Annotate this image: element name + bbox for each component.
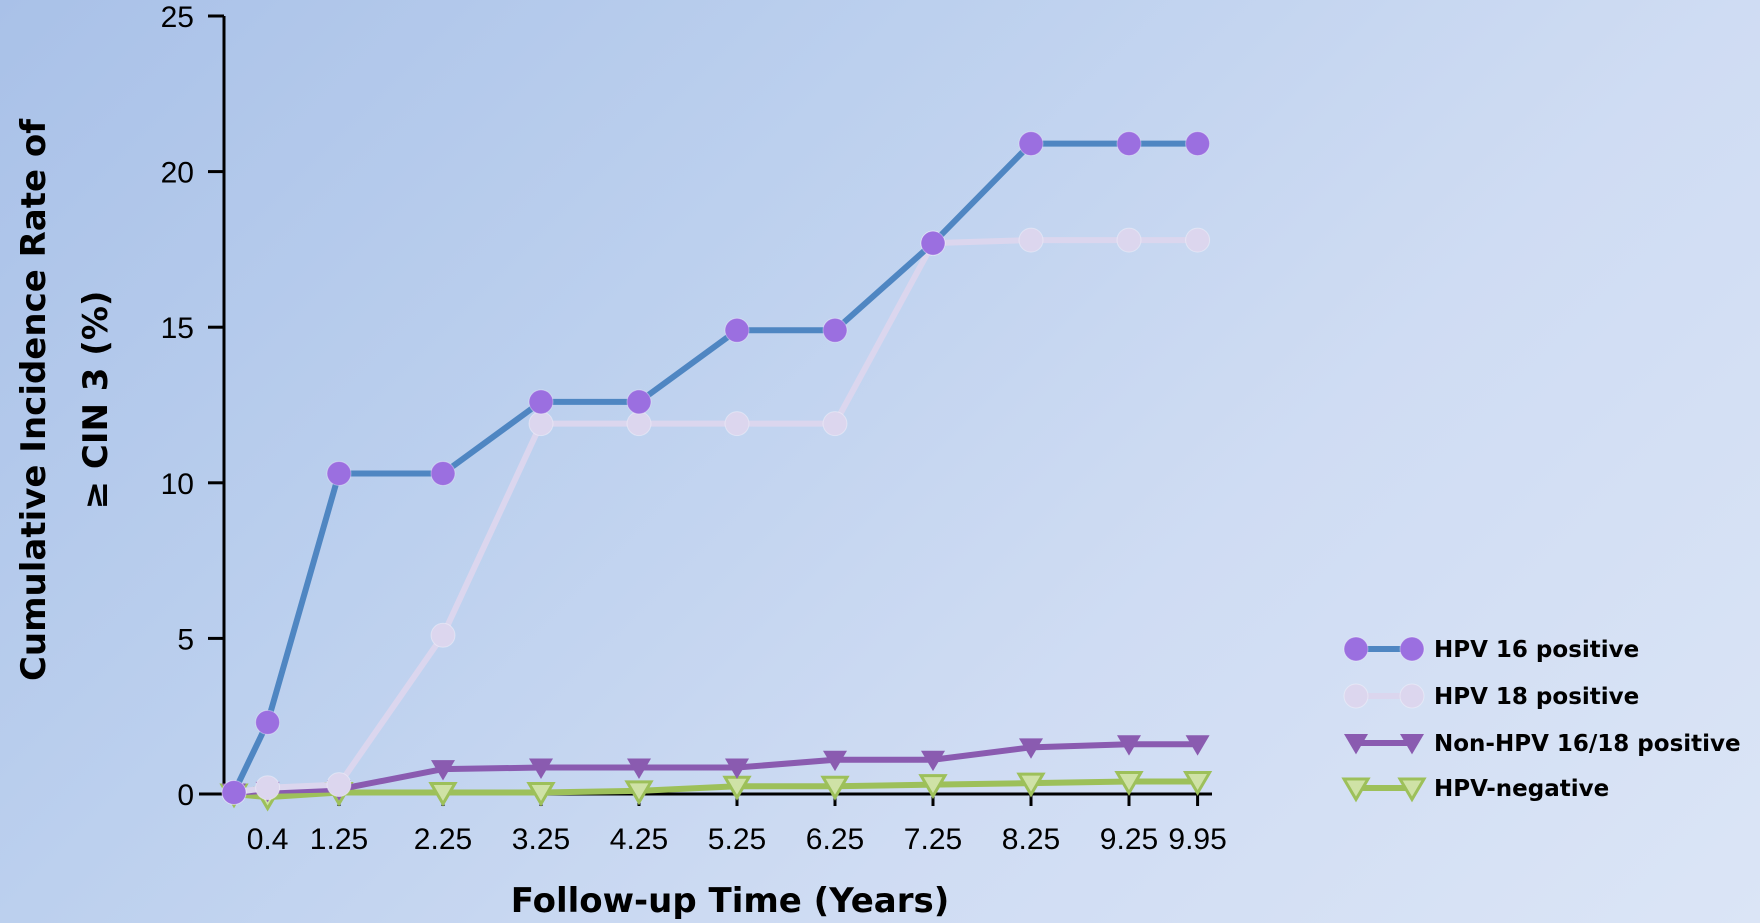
x-ticks: 0.4 1.25 2.25 3.25 4.25 5.25 6.25 7.25 8.25 9.25 9… (247, 794, 1227, 856)
data-point (1018, 227, 1044, 253)
x-axis-title: Follow-up Time (Years) (511, 881, 950, 921)
data-point (1117, 735, 1141, 756)
x-axis: 0.4 1.25 2.25 3.25 4.25 5.25 6.25 7.25 8.25 9.25 9… (199, 792, 1227, 856)
data-point (918, 774, 948, 800)
data-point (430, 622, 456, 648)
data-point (529, 758, 553, 779)
legend: HPV 16 positive HPV 18 positive Non-HPV 16… (1341, 636, 1741, 803)
data-point (1019, 738, 1043, 759)
series-layer (219, 131, 1213, 812)
x-tick-label: 5.25 (708, 823, 766, 856)
legend-marker (1343, 636, 1369, 662)
data-point (1116, 227, 1142, 253)
data-point (626, 389, 652, 415)
data-point (431, 760, 455, 781)
x-tick-label: 9.25 (1100, 823, 1158, 856)
data-point (528, 389, 554, 415)
legend-item: HPV 18 positive (1343, 683, 1639, 710)
legend-marker (1344, 734, 1368, 755)
data-point (921, 750, 945, 772)
x-tick-label: 7.25 (904, 823, 962, 856)
y-axis-title-line1: Cumulative Incidence Rate of (14, 118, 54, 681)
y-axis-title-line2: ≥ CIN 3 (%) (76, 291, 116, 510)
data-point (1016, 772, 1046, 798)
data-point (1185, 131, 1211, 157)
y-tick-label: 15 (161, 312, 194, 345)
data-point (526, 781, 556, 807)
legend-label: Non-HPV 16/18 positive (1434, 731, 1741, 757)
legend-label: HPV 18 positive (1434, 684, 1639, 710)
data-point (624, 780, 654, 806)
data-point (255, 709, 281, 735)
legend-item: HPV 16 positive (1343, 636, 1639, 663)
x-tick-label: 0.4 (247, 823, 289, 856)
series-hpv-18-positive (221, 227, 1211, 805)
legend-label: HPV 16 positive (1434, 637, 1639, 663)
legend-marker (1400, 734, 1424, 755)
y-tick-label: 10 (161, 468, 194, 501)
data-point (1018, 131, 1044, 157)
x-tick-label: 8.25 (1002, 823, 1060, 856)
data-point (430, 460, 456, 486)
legend-marker (1341, 777, 1371, 803)
data-point (822, 411, 848, 437)
legend-marker (1343, 683, 1369, 709)
data-point (528, 411, 554, 437)
data-point (428, 781, 458, 807)
data-point (1185, 227, 1211, 253)
x-tick-label: 3.25 (512, 823, 570, 856)
y-tick-label: 20 (161, 157, 194, 190)
legend-marker (1399, 636, 1425, 662)
y-tick-label: 0 (177, 779, 194, 812)
x-tick-label: 4.25 (610, 823, 668, 856)
y-tick-label: 5 (177, 623, 194, 656)
data-point (725, 758, 749, 779)
series-hpv-negative (219, 771, 1213, 812)
x-tick-label: 1.25 (310, 823, 368, 856)
legend-marker (1397, 777, 1427, 803)
y-ticks: 0 5 10 15 20 25 (161, 1, 224, 812)
data-point (822, 317, 848, 343)
data-point (326, 772, 352, 798)
legend-item: HPV-negative (1341, 776, 1609, 803)
data-point (626, 411, 652, 437)
data-point (1185, 735, 1210, 756)
y-axis: 0 5 10 15 20 25 (161, 1, 226, 812)
series-line (233, 237, 1198, 796)
legend-item: Non-HPV 16/18 positive (1344, 731, 1741, 757)
data-point (1116, 131, 1142, 157)
data-point (724, 411, 750, 437)
legend-label: HPV-negative (1434, 776, 1609, 802)
y-axis-title: Cumulative Incidence Rate of ≥ CIN 3 (%) (14, 118, 116, 681)
data-point (255, 775, 281, 801)
y-tick-label: 25 (161, 1, 194, 34)
data-point (823, 750, 847, 772)
x-tick-label: 9.95 (1168, 823, 1226, 856)
series-line (231, 140, 1198, 794)
data-point (221, 779, 247, 805)
series-hpv-16-positive (221, 131, 1211, 805)
x-tick-label: 6.25 (806, 823, 864, 856)
series-line (233, 741, 1198, 796)
series-line (233, 778, 1198, 801)
data-point (920, 230, 946, 256)
legend-marker (1399, 683, 1425, 709)
data-point (724, 317, 750, 343)
data-point (326, 460, 352, 486)
data-point (1114, 771, 1144, 796)
x-tick-label: 2.25 (414, 823, 472, 856)
data-point (627, 758, 651, 779)
data-point (1182, 771, 1213, 796)
data-point (820, 775, 850, 801)
